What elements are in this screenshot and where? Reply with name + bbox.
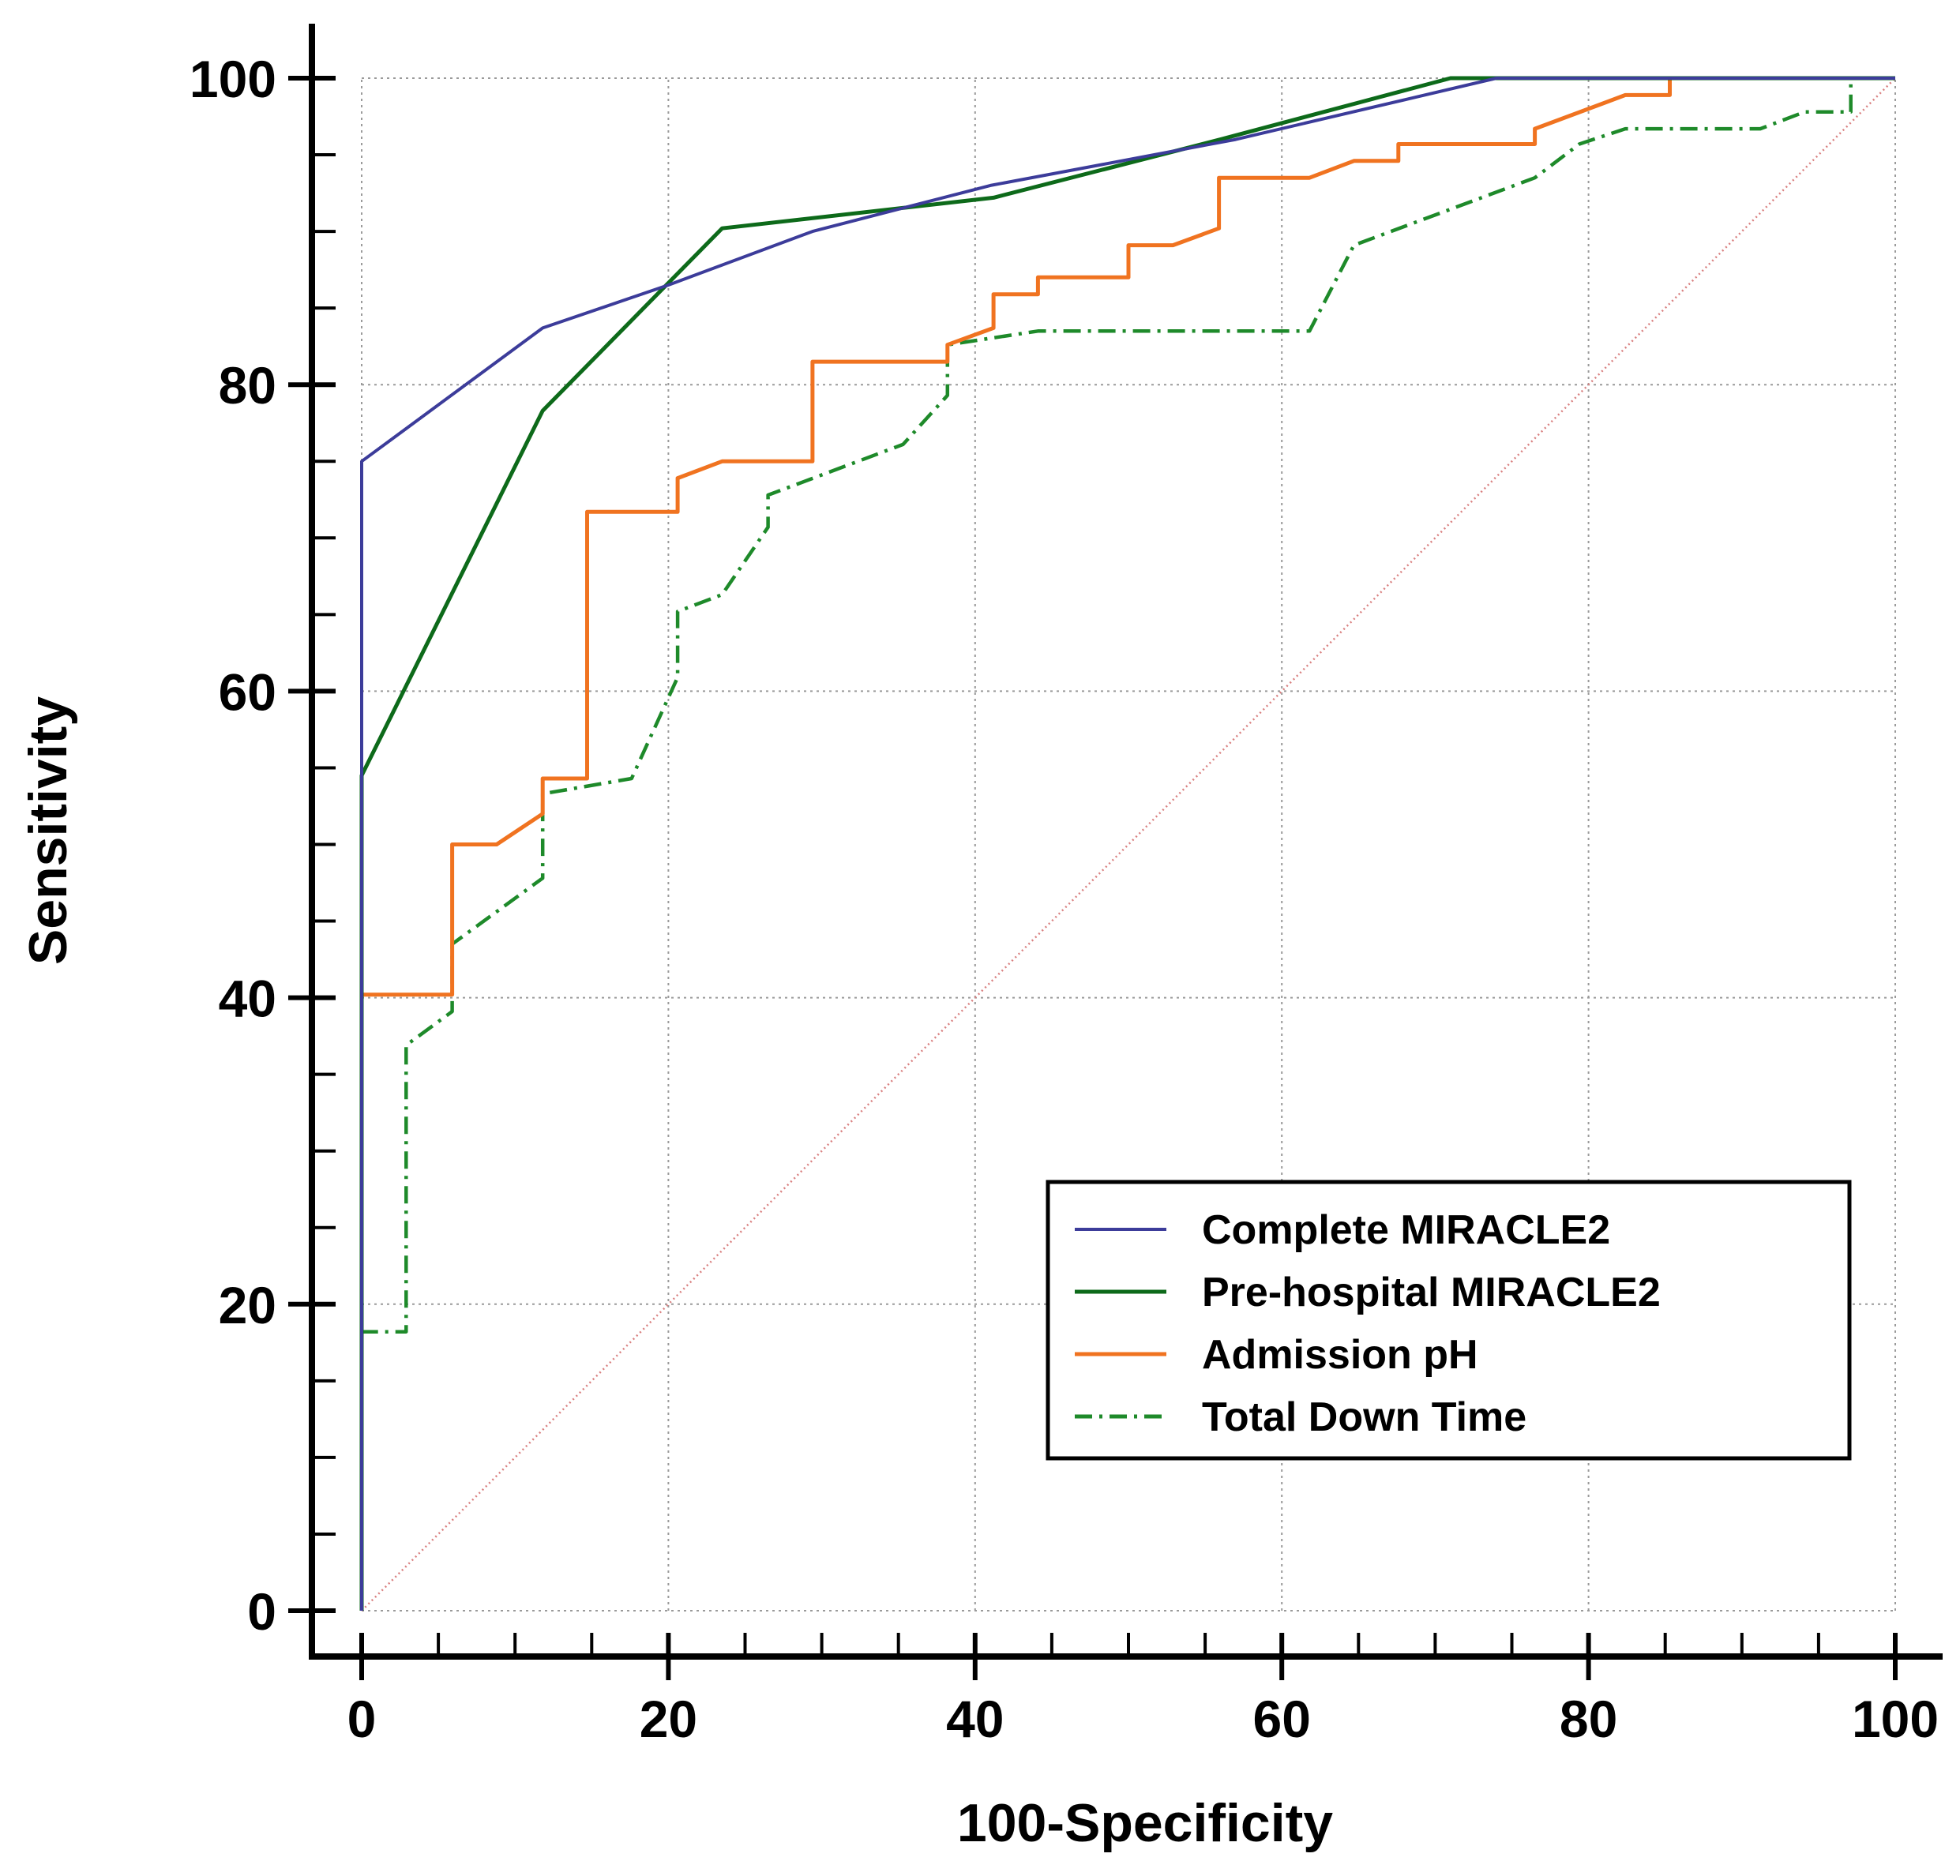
- series-line-pre-hospital-miracle2: [359, 76, 1895, 1611]
- y-tick-label-1: 20: [219, 1276, 276, 1334]
- x-tick-label-2: 40: [946, 1690, 1004, 1748]
- x-tick-label-1: 20: [640, 1690, 697, 1748]
- series-line-complete-miracle2: [360, 77, 1895, 1611]
- legend-label-complete-miracle2: Complete MIRACLE2: [1202, 1207, 1610, 1253]
- y-axis-title: Sensitivity: [18, 696, 78, 965]
- reference-diagonal: [361, 77, 1896, 1611]
- x-tick-label-5: 100: [1852, 1690, 1939, 1748]
- y-tick-label-2: 40: [219, 970, 276, 1028]
- legend: Complete MIRACLE2 Pre-hospital MIRACLE2 Ad…: [1046, 1180, 1852, 1461]
- reference-line: [361, 77, 1896, 1611]
- series-lines: [359, 76, 1895, 1611]
- y-tick-label-5: 100: [190, 50, 276, 108]
- y-tick-label-4: 80: [219, 356, 276, 415]
- legend-box: [1046, 1180, 1852, 1461]
- y-tick-label-0: 0: [247, 1582, 276, 1641]
- x-tick-label-0: 0: [347, 1690, 377, 1748]
- legend-label-total-down-time: Total Down Time: [1202, 1394, 1526, 1440]
- x-tick-label-3: 60: [1252, 1690, 1310, 1748]
- x-axis-title: 100-Specificity: [957, 1793, 1333, 1853]
- legend-label-pre-hospital-miracle2: Pre-hospital MIRACLE2: [1202, 1270, 1661, 1315]
- x-tick-label-4: 80: [1560, 1690, 1617, 1748]
- axes: 0 20 40 60 80 100 0 20 40 60 80 100: [190, 24, 1943, 1748]
- y-tick-label-3: 60: [219, 662, 276, 721]
- series-line-admission-ph: [359, 76, 1895, 1611]
- legend-label-admission-ph: Admission pH: [1202, 1332, 1478, 1378]
